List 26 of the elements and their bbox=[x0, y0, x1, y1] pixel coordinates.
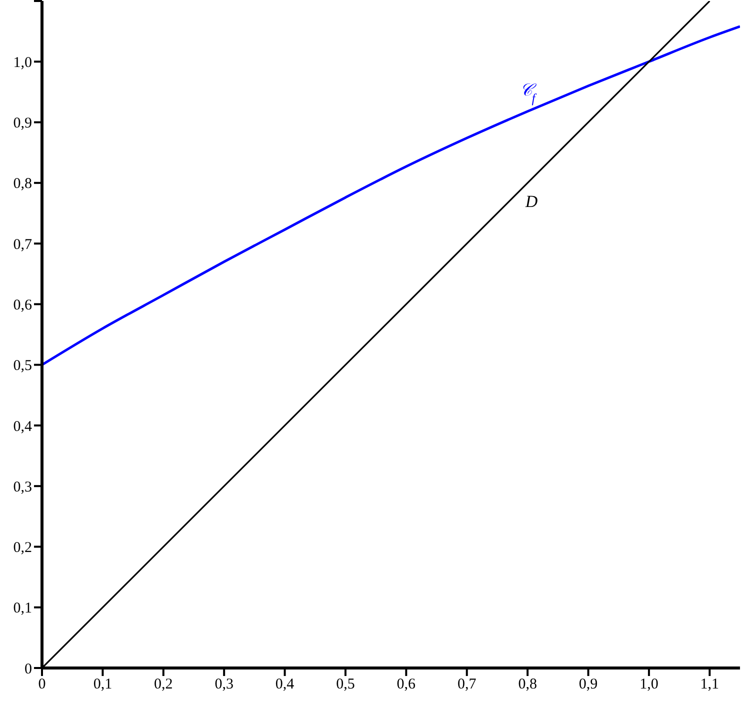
y-tick-label: 1,0 bbox=[13, 54, 32, 71]
y-tick-label: 0,1 bbox=[13, 600, 32, 617]
y-tick-label: 0,4 bbox=[13, 418, 32, 435]
y-tick-label: 0,7 bbox=[13, 236, 32, 253]
x-tick-label: 0,5 bbox=[336, 676, 355, 693]
x-tick-label: 0,2 bbox=[154, 676, 173, 693]
x-tick-label: 0,4 bbox=[275, 676, 295, 693]
y-tick-label: 0,8 bbox=[13, 176, 32, 192]
y-tick-label: 0,5 bbox=[13, 358, 32, 374]
series-label: 𝒞$_{f}$ bbox=[520, 80, 538, 106]
x-tick-label: 0,8 bbox=[518, 676, 537, 693]
y-tick-label: 0,3 bbox=[13, 479, 32, 496]
x-tick-label: 0,1 bbox=[93, 676, 112, 693]
x-tick-label: 0 bbox=[38, 676, 46, 693]
x-tick-label: 0,3 bbox=[214, 676, 234, 693]
series-label: D bbox=[524, 192, 538, 211]
line-series bbox=[42, 25, 740, 366]
x-tick-label: 0,9 bbox=[578, 676, 598, 693]
x-tick-label: 0,6 bbox=[396, 676, 416, 693]
y-tick-label: 0 bbox=[24, 661, 32, 678]
y-tick-label: 0,6 bbox=[13, 298, 32, 314]
x-tick-label: 0,7 bbox=[457, 676, 477, 693]
y-tick-label: 0,9 bbox=[13, 116, 32, 132]
y-tick-label: 0,2 bbox=[13, 540, 32, 556]
x-tick-label: 1,1 bbox=[700, 676, 720, 693]
x-tick-label: 1,0 bbox=[640, 676, 658, 693]
